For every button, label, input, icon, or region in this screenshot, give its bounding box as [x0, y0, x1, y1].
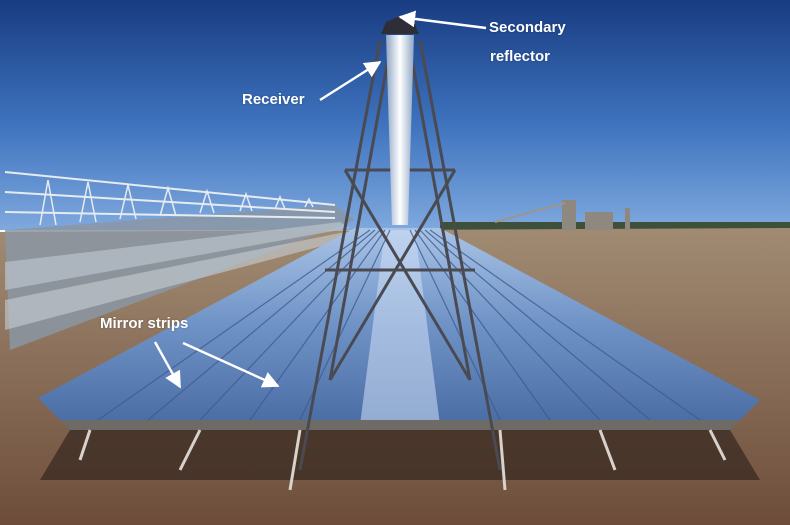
- collector-shadow: [40, 430, 760, 480]
- mirror-strips-arrow-left: [153, 341, 182, 389]
- receiver-tower-truss: [298, 39, 502, 471]
- background-collector-rows: [4, 171, 355, 350]
- mirror-strips-label: Mirror strips: [100, 315, 189, 332]
- receiver-tube: [386, 35, 414, 225]
- secondary-reflector-arrow: [398, 10, 487, 30]
- distant-buildings: [494, 200, 630, 230]
- mirror-strips-arrow-right: [182, 341, 280, 388]
- front-support-beam: [60, 420, 740, 430]
- annotation-arrows: [153, 10, 487, 389]
- support-legs: [78, 429, 727, 491]
- secondary-reflector-label-line2: reflector: [490, 48, 551, 65]
- receiver-label: Receiver: [242, 91, 305, 108]
- receiver-arrow: [319, 60, 382, 102]
- secondary-reflector-label: Secondary: [489, 19, 566, 36]
- mirror-highlight: [360, 230, 440, 425]
